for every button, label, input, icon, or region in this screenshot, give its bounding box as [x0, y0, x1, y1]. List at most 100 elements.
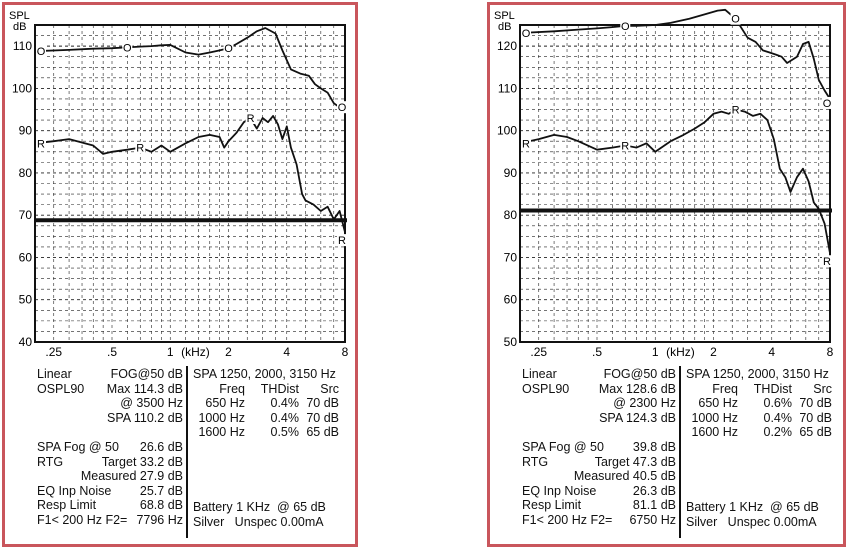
stats-row: SPA Fog @ 50 39.8 dB — [522, 440, 676, 455]
stats-key: F1< 200 Hz F2= — [522, 512, 613, 527]
series-o-marker: O — [37, 46, 46, 58]
stats-value: 68.8 dB — [139, 498, 183, 513]
plot-frame — [34, 24, 346, 343]
stats-value: 7796 Hz — [136, 512, 183, 527]
y-tick-label: 110 — [13, 39, 32, 53]
series-o-marker: O — [338, 102, 347, 114]
marker-bg — [337, 234, 347, 247]
stats-row: @ 3500 Hz — [37, 396, 183, 411]
stats-key: Linear — [522, 367, 557, 381]
thd-cell: 0.6% — [763, 396, 793, 411]
marker-bg — [337, 101, 347, 114]
thd-cell: 0.2% — [763, 425, 793, 440]
stats-value: 26.6 dB — [139, 439, 183, 454]
y-tick-label: 50 — [504, 335, 518, 349]
battery-line: Battery 1 KHz @ 65 dB — [686, 500, 819, 514]
y-unit-bottom: dB — [498, 21, 511, 33]
thd-header-cell: Src — [813, 381, 832, 396]
x-tick-label: 4 — [283, 345, 290, 359]
series-r-line — [34, 115, 346, 233]
stats-row: SPA 110.2 dB — [37, 411, 183, 426]
stats-value: SPA 124.3 dB — [599, 410, 676, 425]
thd-header-cell: Freq — [219, 381, 245, 396]
x-unit-label: (kHz) — [666, 345, 695, 359]
series-r-marker: R — [823, 256, 831, 268]
thd-row: 650 Hz 0.4% 70 dB — [193, 396, 339, 411]
marker-bg — [620, 19, 631, 32]
marker-bg — [135, 141, 146, 154]
thd-cell: 0.4% — [270, 410, 300, 425]
battery-line: Battery 1 KHz @ 65 dB — [193, 500, 326, 514]
thd-header: Freq THDist Src — [686, 382, 832, 397]
stats-value: 6750 Hz — [629, 512, 676, 527]
y-tick-label: 60 — [504, 293, 518, 307]
series-r-marker: R — [732, 105, 740, 117]
stats-block: Linear FOG@50 dB OSPL90 Max 114.3 dB @ 3500 … — [5, 364, 355, 542]
thd-header: Freq THDist Src — [193, 382, 339, 397]
thd-cell: 650 Hz — [205, 396, 245, 411]
marker-bg — [521, 137, 531, 150]
thd-cell: 70 dB — [306, 410, 339, 425]
series-o-marker: O — [621, 21, 630, 33]
marker-bg — [822, 96, 832, 109]
stats-row: @ 2300 Hz — [522, 396, 676, 411]
x-tick-label: 4 — [768, 345, 775, 359]
thd-cell: 1000 Hz — [691, 410, 738, 425]
stats-row: Linear FOG@50 dB — [522, 367, 676, 382]
x-tick-label: .5 — [107, 345, 117, 359]
y-unit-bottom: dB — [13, 21, 26, 33]
thd-cell: 0.4% — [763, 410, 793, 425]
series-r-line — [519, 108, 831, 254]
thd-cell: 0.4% — [270, 396, 300, 411]
stats-value: @ 2300 Hz — [613, 396, 676, 411]
thd-row: 650 Hz 0.6% 70 dB — [686, 396, 832, 411]
stats-value: 39.8 dB — [632, 439, 676, 454]
stats-left: Linear FOG@50 dB OSPL90 Max 114.3 dB @ 3500 … — [37, 367, 183, 528]
stats-key: OSPL90 — [37, 381, 85, 396]
stats-value: FOG@50 dB — [603, 367, 676, 381]
thd-cell: 0.5% — [270, 425, 300, 440]
stats-value: Max 128.6 dB — [598, 381, 676, 396]
x-tick-label: 1 — [167, 345, 174, 359]
stats-divider — [186, 366, 188, 538]
stats-row — [522, 425, 676, 440]
stats-value: 26.3 dB — [632, 483, 676, 498]
x-tick-label: 8 — [827, 345, 834, 359]
thd-cell: 1600 Hz — [198, 425, 245, 440]
y-unit-top: SPL — [494, 10, 515, 22]
thd-cell: 65 dB — [306, 425, 339, 440]
stats-right: SPA 1250, 2000, 3150 Hz Freq THDist Src 650 … — [193, 367, 339, 529]
stats-row: F1< 200 Hz F2= 7796 Hz — [37, 513, 183, 528]
y-tick-label: 100 — [497, 124, 517, 138]
thd-cell: 65 dB — [799, 425, 832, 440]
y-tick-label: 40 — [19, 335, 33, 349]
y-tick-label: 70 — [19, 208, 33, 222]
silver-line: Silver Unspec 0.00mA — [686, 514, 817, 529]
response-panel-left: SPL dB 110 100 90 80 70 60 50 40 .25 .5 1 (kHz) 2 4 8 O O O… — [2, 2, 358, 547]
stats-value: SPA 110.2 dB — [107, 410, 183, 425]
x-tick-label: .25 — [45, 345, 62, 359]
grid — [519, 24, 831, 343]
x-tick-label: 1 — [652, 345, 659, 359]
x-tick-label: 8 — [342, 345, 349, 359]
stats-row: EQ Inp Noise 26.3 dB — [522, 484, 676, 499]
thd-header-cell: THDist — [753, 381, 792, 396]
y-tick-label: 80 — [504, 208, 518, 222]
thd-row: 1000 Hz 0.4% 70 dB — [686, 411, 832, 426]
stats-key: F1< 200 Hz F2= — [37, 512, 128, 527]
thd-cell: 70 dB — [799, 396, 832, 411]
y-tick-label: 110 — [498, 81, 517, 95]
stats-row: Linear FOG@50 dB — [37, 367, 183, 382]
series-r-marker: R — [247, 113, 255, 125]
thd-header-cell: Freq — [712, 381, 738, 396]
x-tick-label: .5 — [592, 345, 602, 359]
stats-row: F1< 200 Hz F2= 6750 Hz — [522, 513, 676, 528]
stats-row: OSPL90 Max 128.6 dB — [522, 382, 676, 397]
marker-bg — [36, 45, 46, 58]
stats-row: RTG Target 33.2 dB — [37, 455, 183, 470]
stats-row: Measured 40.5 dB — [522, 469, 676, 484]
y-tick-label: 80 — [19, 166, 33, 180]
stats-key: SPA Fog @ 50 — [522, 439, 604, 454]
x-tick-label: 2 — [710, 345, 717, 359]
